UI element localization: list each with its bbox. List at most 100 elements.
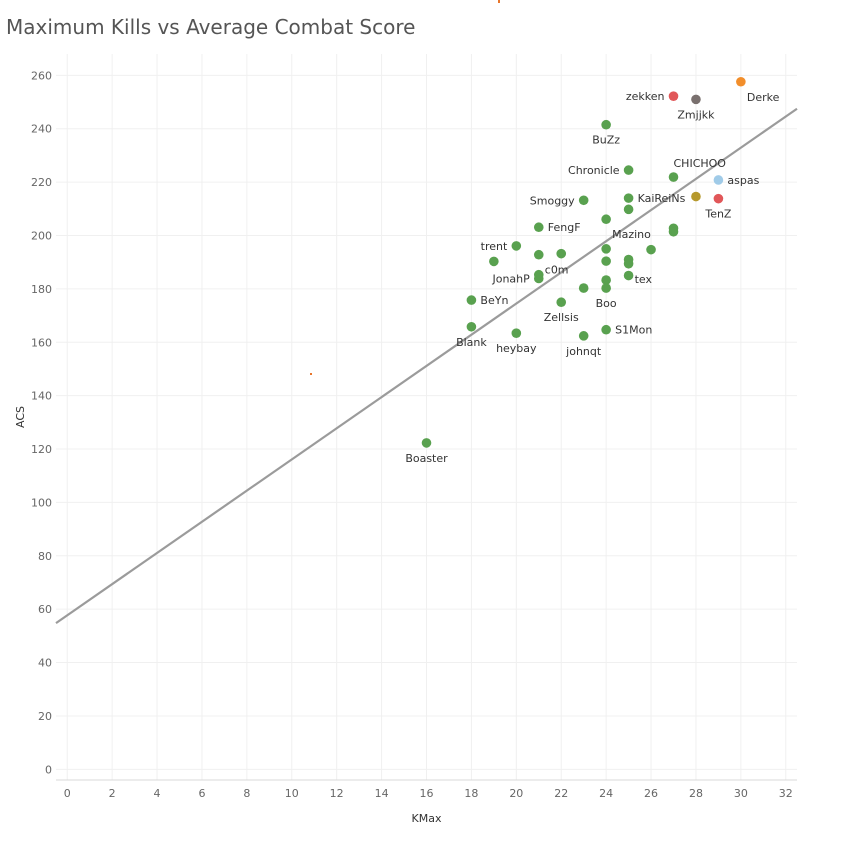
x-tick-label: 12	[330, 787, 344, 800]
x-tick-label: 2	[109, 787, 116, 800]
data-point	[466, 295, 477, 305]
data-point	[601, 275, 611, 285]
y-tick-label: 80	[38, 550, 52, 563]
data-point	[623, 270, 634, 281]
point-label: Derke	[747, 91, 780, 104]
data-point	[736, 76, 746, 87]
point-labels: Derke zekken Zmjjkk BuZz Chronicle CHICHOOasp…	[405, 90, 779, 465]
y-tick-label: 120	[31, 443, 52, 456]
y-tick-label: 0	[45, 763, 52, 776]
data-point	[713, 175, 724, 185]
data-point	[601, 324, 611, 335]
y-tick-label: 240	[31, 123, 52, 136]
data-point	[556, 297, 567, 308]
data-point	[668, 172, 679, 182]
data-point	[623, 193, 634, 203]
data-point	[578, 331, 589, 341]
data-point	[511, 241, 522, 251]
point-label: FengF	[548, 221, 581, 234]
chart-title: Maximum Kills vs Average Combat Score	[6, 15, 416, 39]
point-label: BuZz	[592, 134, 620, 147]
y-tick-label: 220	[31, 176, 52, 189]
x-axis-title: KMax	[412, 812, 442, 825]
data-point	[623, 204, 634, 215]
grid	[56, 54, 797, 780]
x-tick-label: 32	[779, 787, 793, 800]
point-label: trent	[481, 240, 508, 253]
x-tick-label: 28	[689, 787, 703, 800]
point-label: Smoggy	[530, 194, 575, 207]
points	[421, 76, 746, 448]
y-tick-label: 200	[31, 230, 52, 243]
y-tick-label: 180	[31, 283, 52, 296]
point-label: KaiReiNs	[638, 192, 686, 205]
data-point	[601, 244, 611, 254]
data-point	[421, 438, 432, 448]
data-point	[466, 321, 477, 332]
y-tick-label: 160	[31, 336, 52, 349]
x-tick-label: 4	[154, 787, 161, 800]
data-point	[601, 119, 611, 130]
data-point	[713, 193, 724, 204]
trend-line-group	[55, 107, 798, 625]
data-point	[578, 195, 589, 206]
x-tick-label: 0	[64, 787, 71, 800]
y-axis-title: ACS	[14, 406, 27, 428]
x-tick-label: 8	[243, 787, 250, 800]
data-point	[533, 273, 544, 284]
data-point	[691, 94, 701, 105]
point-label: Chronicle	[568, 164, 620, 177]
data-point	[668, 91, 679, 101]
data-point	[668, 226, 679, 237]
data-point	[691, 191, 701, 202]
data-point	[511, 328, 522, 338]
point-label: Blank	[456, 336, 487, 349]
point-label: Boo	[596, 297, 617, 310]
x-tick-label: 16	[420, 787, 434, 800]
x-tick-label: 10	[285, 787, 299, 800]
point-label: S1Mon	[615, 324, 652, 337]
data-point	[533, 222, 544, 233]
point-label: Boaster	[405, 452, 448, 465]
point-label: tex	[635, 273, 653, 286]
point-label: johnqt	[565, 345, 602, 358]
point-label: zekken	[626, 90, 665, 103]
point-label: heybay	[496, 342, 537, 355]
data-point	[601, 214, 611, 225]
data-point	[646, 244, 656, 255]
x-tick-label: 18	[464, 787, 478, 800]
x-tick-label: 24	[599, 787, 613, 800]
x-tick-label: 14	[375, 787, 389, 800]
x-tick-label: 6	[198, 787, 205, 800]
data-point	[623, 258, 634, 269]
y-tick-label: 20	[38, 710, 52, 723]
y-tick-label: 140	[31, 390, 52, 403]
point-label: c0m	[545, 264, 569, 277]
point-label: BeYn	[480, 294, 508, 307]
point-label: TenZ	[704, 208, 732, 221]
y-tick-label: 100	[31, 496, 52, 509]
x-tick-label: 26	[644, 787, 658, 800]
x-tick-label: 30	[734, 787, 748, 800]
trend-line	[55, 107, 798, 625]
data-point	[533, 249, 544, 260]
x-tick-label: 20	[509, 787, 523, 800]
axes: 0 2 4 6 8 10 12 14 16 18 20 22 24 26 28 30 3202040608010…	[31, 69, 797, 800]
data-point	[556, 248, 567, 259]
point-label: aspas	[727, 174, 759, 187]
point-label: CHICHOO	[674, 157, 727, 170]
data-point	[601, 256, 611, 266]
y-tick-label: 260	[31, 69, 52, 82]
point-label: JonahP	[491, 272, 530, 285]
y-tick-label: 40	[38, 657, 52, 670]
point-label: Mazino	[612, 228, 651, 241]
y-tick-label: 60	[38, 603, 52, 616]
data-point	[623, 165, 634, 175]
data-point	[489, 256, 499, 267]
x-tick-label: 22	[554, 787, 568, 800]
point-label: Zellsis	[544, 311, 579, 324]
data-point	[601, 283, 611, 293]
data-point	[578, 283, 589, 293]
point-label: Zmjjkk	[677, 108, 715, 121]
